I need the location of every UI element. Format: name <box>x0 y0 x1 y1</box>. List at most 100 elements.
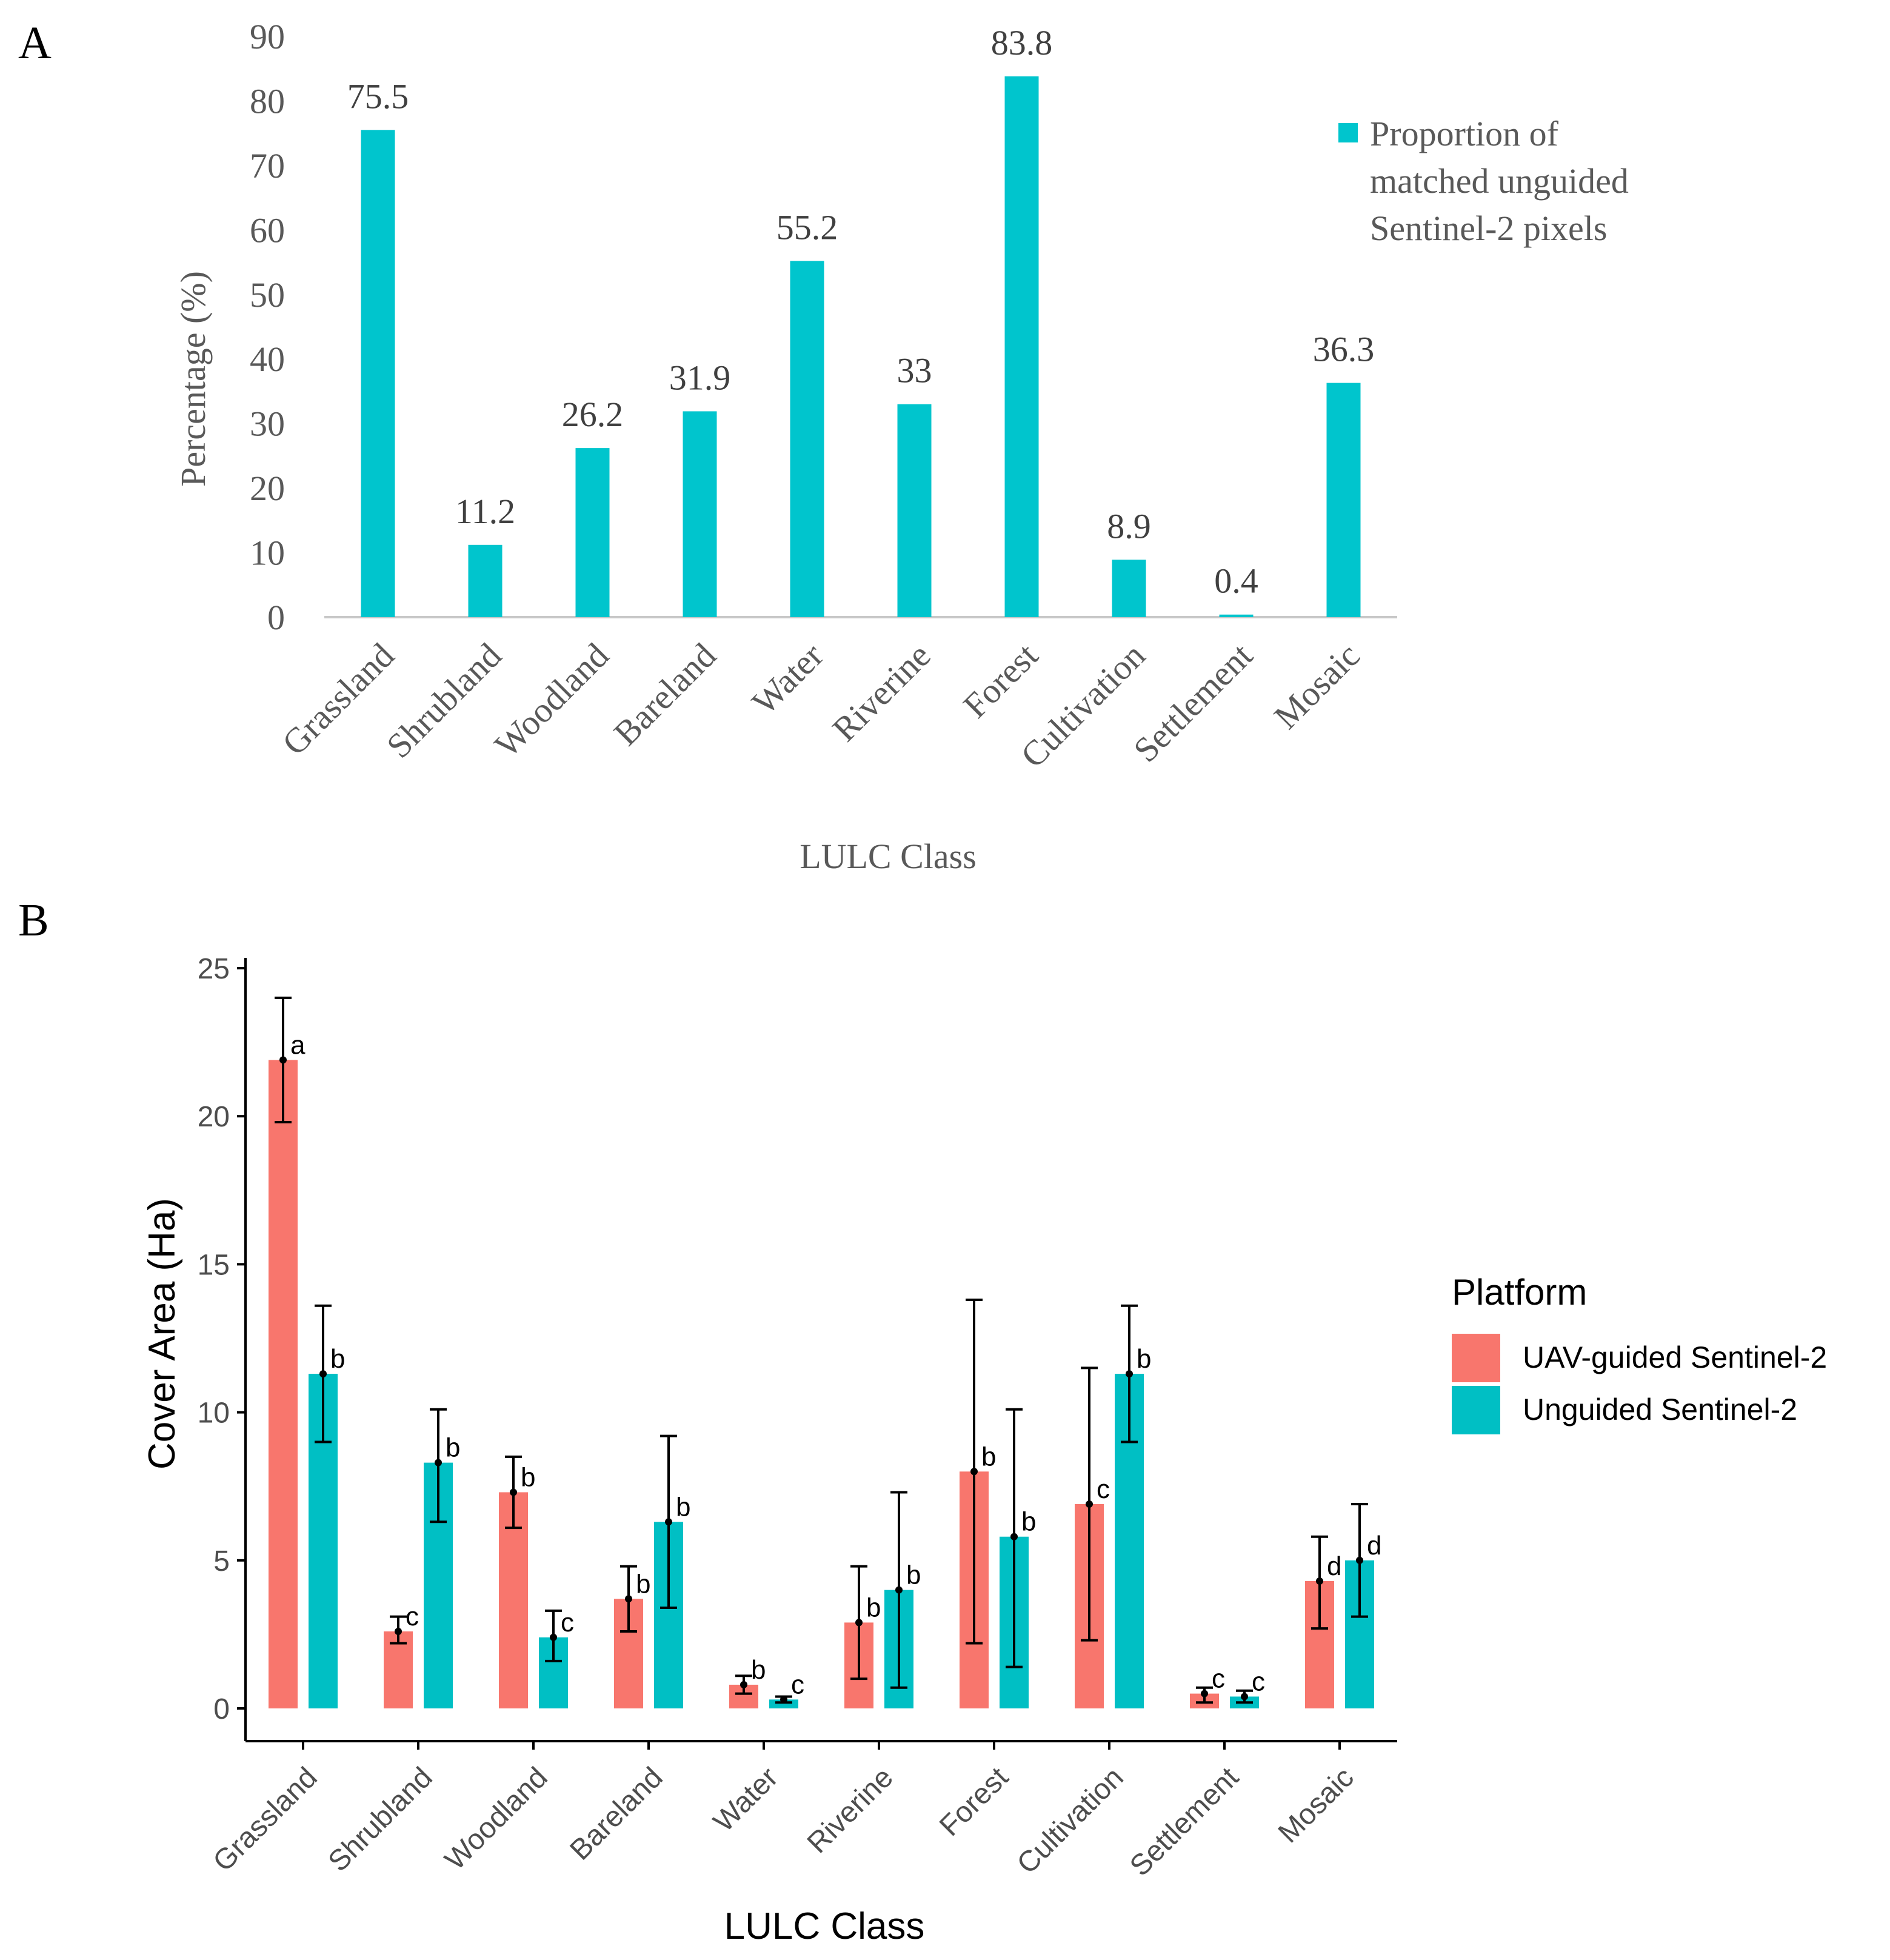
bar-shrubland <box>468 544 503 617</box>
y-tick-label: 10 <box>198 1397 230 1430</box>
legend-label-unguided-sentinel-2: Unguided Sentinel-2 <box>1523 1393 1797 1427</box>
data-label-grassland: 75.5 <box>347 76 409 116</box>
y-axis-title: Cover Area (Ha) <box>141 1198 183 1470</box>
y-tick-label: 60 <box>250 210 285 250</box>
significance-letter: c <box>1252 1667 1265 1696</box>
bar-mosaic <box>1326 383 1361 617</box>
mean-point-uav-guided-sentinel-2-settlement <box>1201 1690 1208 1697</box>
legend-label-uav-guided-sentinel-2: UAV-guided Sentinel-2 <box>1523 1340 1827 1374</box>
mean-point-unguided-sentinel-2-mosaic <box>1356 1556 1363 1564</box>
mean-point-unguided-sentinel-2-bareland <box>665 1518 672 1526</box>
significance-letter: b <box>676 1492 690 1522</box>
x-tick-label-grassland: Grassland <box>275 635 402 763</box>
chart-a: 0 10 20 30 40 50 60 70 80 90 75.5 Grassland 11.2 Shru… <box>173 17 1629 876</box>
x-tick-label-forest: Forest <box>955 635 1045 725</box>
significance-letter: b <box>636 1569 650 1599</box>
x-tick-label-mosaic: Mosaic <box>1266 635 1367 737</box>
x-tick-label-forest: Forest <box>933 1761 1015 1842</box>
legend-label-line: Proportion of <box>1370 114 1559 153</box>
x-tick-label-water: Water <box>744 635 831 722</box>
data-label-forest: 83.8 <box>991 23 1053 62</box>
bar-forest <box>1004 76 1039 618</box>
bar-settlement <box>1219 614 1254 617</box>
legend-label-line: matched unguided <box>1370 161 1629 201</box>
x-tick-label-woodland: Woodland <box>439 1761 554 1876</box>
chart-b: 0510152025abGrasslandcbShrublandbcWoodla… <box>141 953 1827 1947</box>
panel-label-a: A <box>18 18 52 69</box>
y-tick-label: 10 <box>250 533 285 573</box>
bar-riverine <box>897 404 932 617</box>
data-label-riverine: 33 <box>897 351 932 390</box>
significance-letter: b <box>906 1560 921 1590</box>
legend-swatch-unguided-sentinel-2 <box>1452 1386 1500 1434</box>
y-tick-label: 20 <box>198 1101 230 1133</box>
mean-point-uav-guided-sentinel-2-forest <box>970 1468 978 1476</box>
x-tick-label-riverine: Riverine <box>801 1761 900 1859</box>
mean-point-uav-guided-sentinel-2-shrubland <box>395 1628 402 1636</box>
y-tick-label: 25 <box>198 953 230 985</box>
data-label-settlement: 0.4 <box>1214 561 1258 601</box>
bar-uav-guided-sentinel-2-grassland <box>269 1060 298 1708</box>
legend-label-line: Sentinel-2 pixels <box>1370 209 1607 248</box>
y-tick-label: 50 <box>250 275 285 315</box>
significance-letter: b <box>751 1655 766 1685</box>
bar-grassland <box>361 130 395 617</box>
mean-point-unguided-sentinel-2-shrubland <box>435 1459 442 1467</box>
significance-letter: b <box>330 1344 345 1374</box>
y-axis-title: Percentage (%) <box>173 271 213 487</box>
panel-label-b: B <box>18 895 49 946</box>
significance-letter: c <box>1212 1664 1225 1694</box>
data-label-bareland: 31.9 <box>669 358 731 397</box>
significance-letter: b <box>446 1433 460 1463</box>
data-label-woodland: 26.2 <box>562 395 624 434</box>
significance-letter: b <box>866 1593 881 1622</box>
x-tick-label-shrubland: Shrubland <box>322 1761 439 1878</box>
y-tick-label: 70 <box>250 146 285 186</box>
bar-woodland <box>575 448 610 617</box>
y-tick-label: 0 <box>267 598 285 637</box>
significance-letter: c <box>561 1608 574 1637</box>
significance-letter: a <box>290 1030 306 1060</box>
y-tick-label: 0 <box>213 1693 230 1725</box>
bar-cultivation <box>1112 560 1146 617</box>
mean-point-uav-guided-sentinel-2-grassland <box>279 1056 287 1064</box>
significance-letter: b <box>981 1442 996 1471</box>
x-tick-label-cultivation: Cultivation <box>1011 1761 1130 1880</box>
y-tick-label: 5 <box>213 1545 230 1577</box>
significance-letter: b <box>521 1462 535 1492</box>
x-tick-label-woodland: Woodland <box>487 635 616 765</box>
significance-letter: b <box>1137 1344 1151 1374</box>
mean-point-uav-guided-sentinel-2-riverine <box>855 1619 863 1627</box>
mean-point-uav-guided-sentinel-2-cultivation <box>1086 1500 1093 1508</box>
y-tick-label: 20 <box>250 469 285 508</box>
y-tick-label: 30 <box>250 404 285 444</box>
y-tick-label: 40 <box>250 339 285 379</box>
significance-letter: c <box>1097 1474 1110 1504</box>
x-axis-title: LULC Class <box>724 1905 925 1947</box>
significance-letter: c <box>791 1670 804 1699</box>
x-axis-title: LULC Class <box>800 837 977 876</box>
mean-point-unguided-sentinel-2-grassland <box>319 1370 327 1378</box>
mean-point-uav-guided-sentinel-2-bareland <box>625 1595 632 1603</box>
bar-bareland <box>683 411 717 617</box>
x-tick-label-grassland: Grassland <box>207 1761 324 1878</box>
significance-letter: d <box>1367 1531 1381 1560</box>
legend-swatch-uav-guided-sentinel-2 <box>1452 1334 1500 1382</box>
mean-point-unguided-sentinel-2-riverine <box>895 1586 903 1594</box>
mean-point-unguided-sentinel-2-woodland <box>550 1633 557 1641</box>
legend-title: Platform <box>1452 1272 1587 1313</box>
data-label-cultivation: 8.9 <box>1107 506 1151 546</box>
x-tick-label-water: Water <box>707 1761 784 1838</box>
mean-point-unguided-sentinel-2-water <box>780 1696 787 1704</box>
significance-letter: b <box>1021 1507 1036 1537</box>
significance-letter: c <box>406 1602 419 1631</box>
legend-swatch <box>1338 123 1358 142</box>
mean-point-unguided-sentinel-2-forest <box>1010 1533 1018 1540</box>
x-tick-label-settlement: Settlement <box>1124 1761 1245 1882</box>
x-tick-label-mosaic: Mosaic <box>1272 1761 1360 1849</box>
x-tick-label-riverine: Riverine <box>825 635 938 749</box>
mean-point-unguided-sentinel-2-settlement <box>1241 1693 1248 1701</box>
x-tick-label-shrubland: Shrubland <box>379 635 509 766</box>
mean-point-uav-guided-sentinel-2-water <box>740 1681 747 1688</box>
